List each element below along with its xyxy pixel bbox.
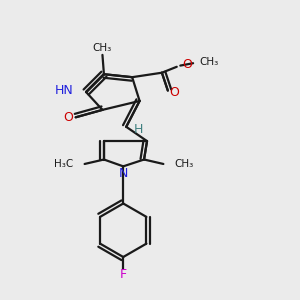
Text: H₃C: H₃C (54, 159, 73, 169)
Text: CH₃: CH₃ (93, 44, 112, 53)
Text: N: N (118, 167, 128, 180)
Text: F: F (120, 268, 127, 281)
Text: CH₃: CH₃ (175, 159, 194, 169)
Text: O: O (169, 85, 179, 98)
Text: HN: HN (55, 84, 74, 97)
Text: CH₃: CH₃ (200, 57, 219, 67)
Text: H: H (134, 123, 143, 136)
Text: O: O (182, 58, 192, 71)
Text: O: O (63, 111, 73, 124)
